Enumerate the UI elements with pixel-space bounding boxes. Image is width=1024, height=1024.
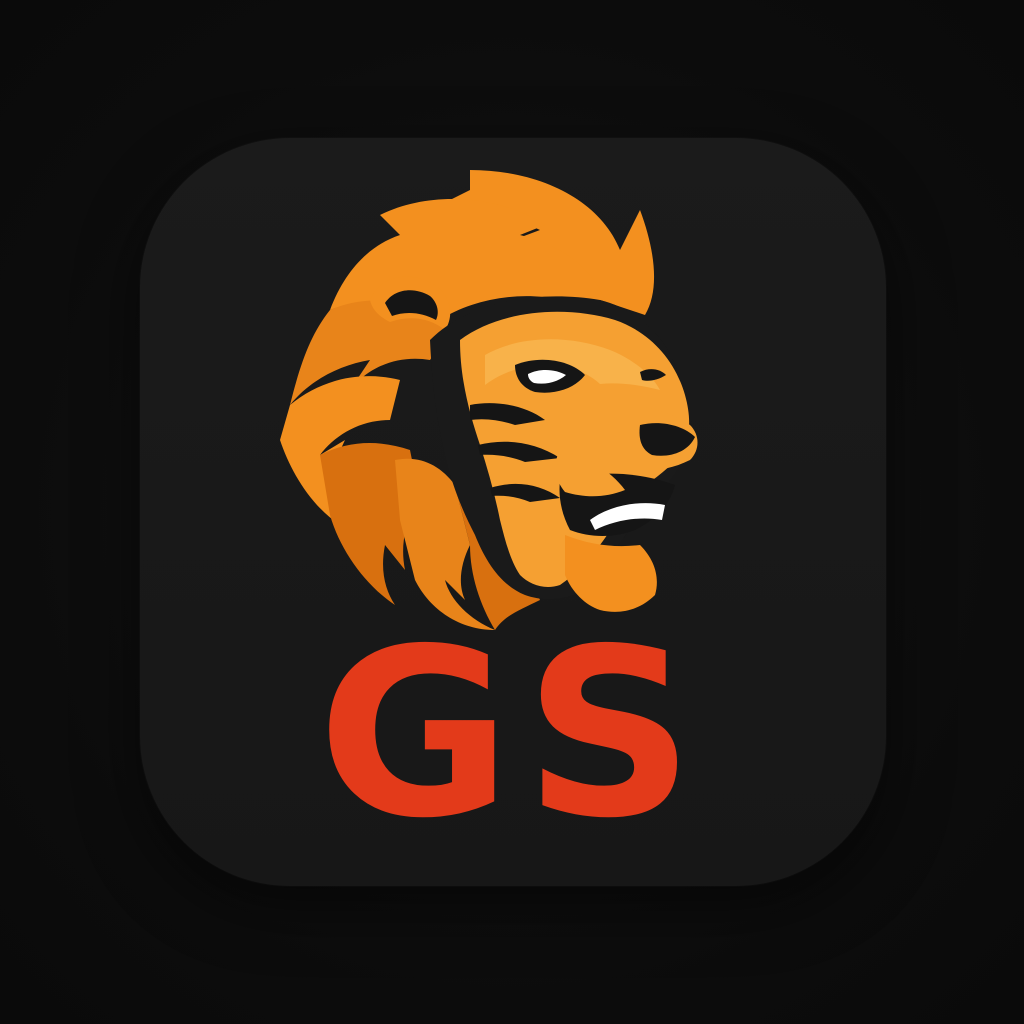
mane-bottom bbox=[320, 443, 420, 605]
chin bbox=[565, 535, 657, 612]
mane-left bbox=[290, 300, 450, 405]
face-stripe-1 bbox=[470, 403, 545, 425]
eye-far bbox=[640, 369, 666, 381]
mane-bottom-2 bbox=[395, 458, 495, 630]
ear-inner bbox=[385, 290, 438, 320]
brow bbox=[485, 339, 660, 390]
face-stripe-3 bbox=[490, 483, 560, 502]
cheek bbox=[555, 450, 625, 497]
eye bbox=[528, 369, 566, 384]
monogram-text: GS bbox=[317, 599, 707, 869]
nose bbox=[639, 423, 695, 456]
face-stripe-2 bbox=[478, 441, 560, 462]
teeth bbox=[590, 503, 665, 530]
